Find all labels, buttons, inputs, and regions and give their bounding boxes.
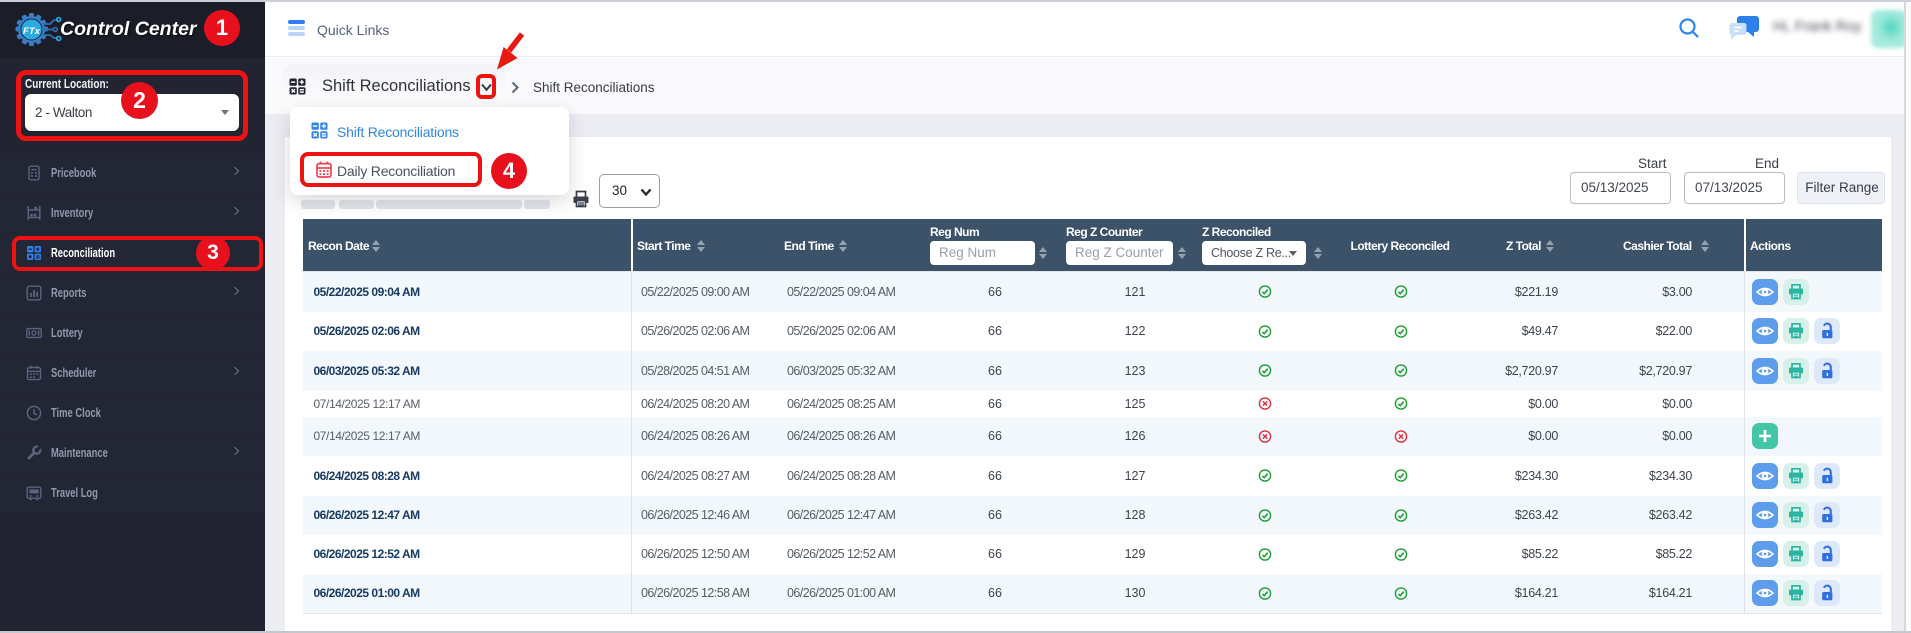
svg-text:FTx: FTx: [23, 26, 41, 37]
